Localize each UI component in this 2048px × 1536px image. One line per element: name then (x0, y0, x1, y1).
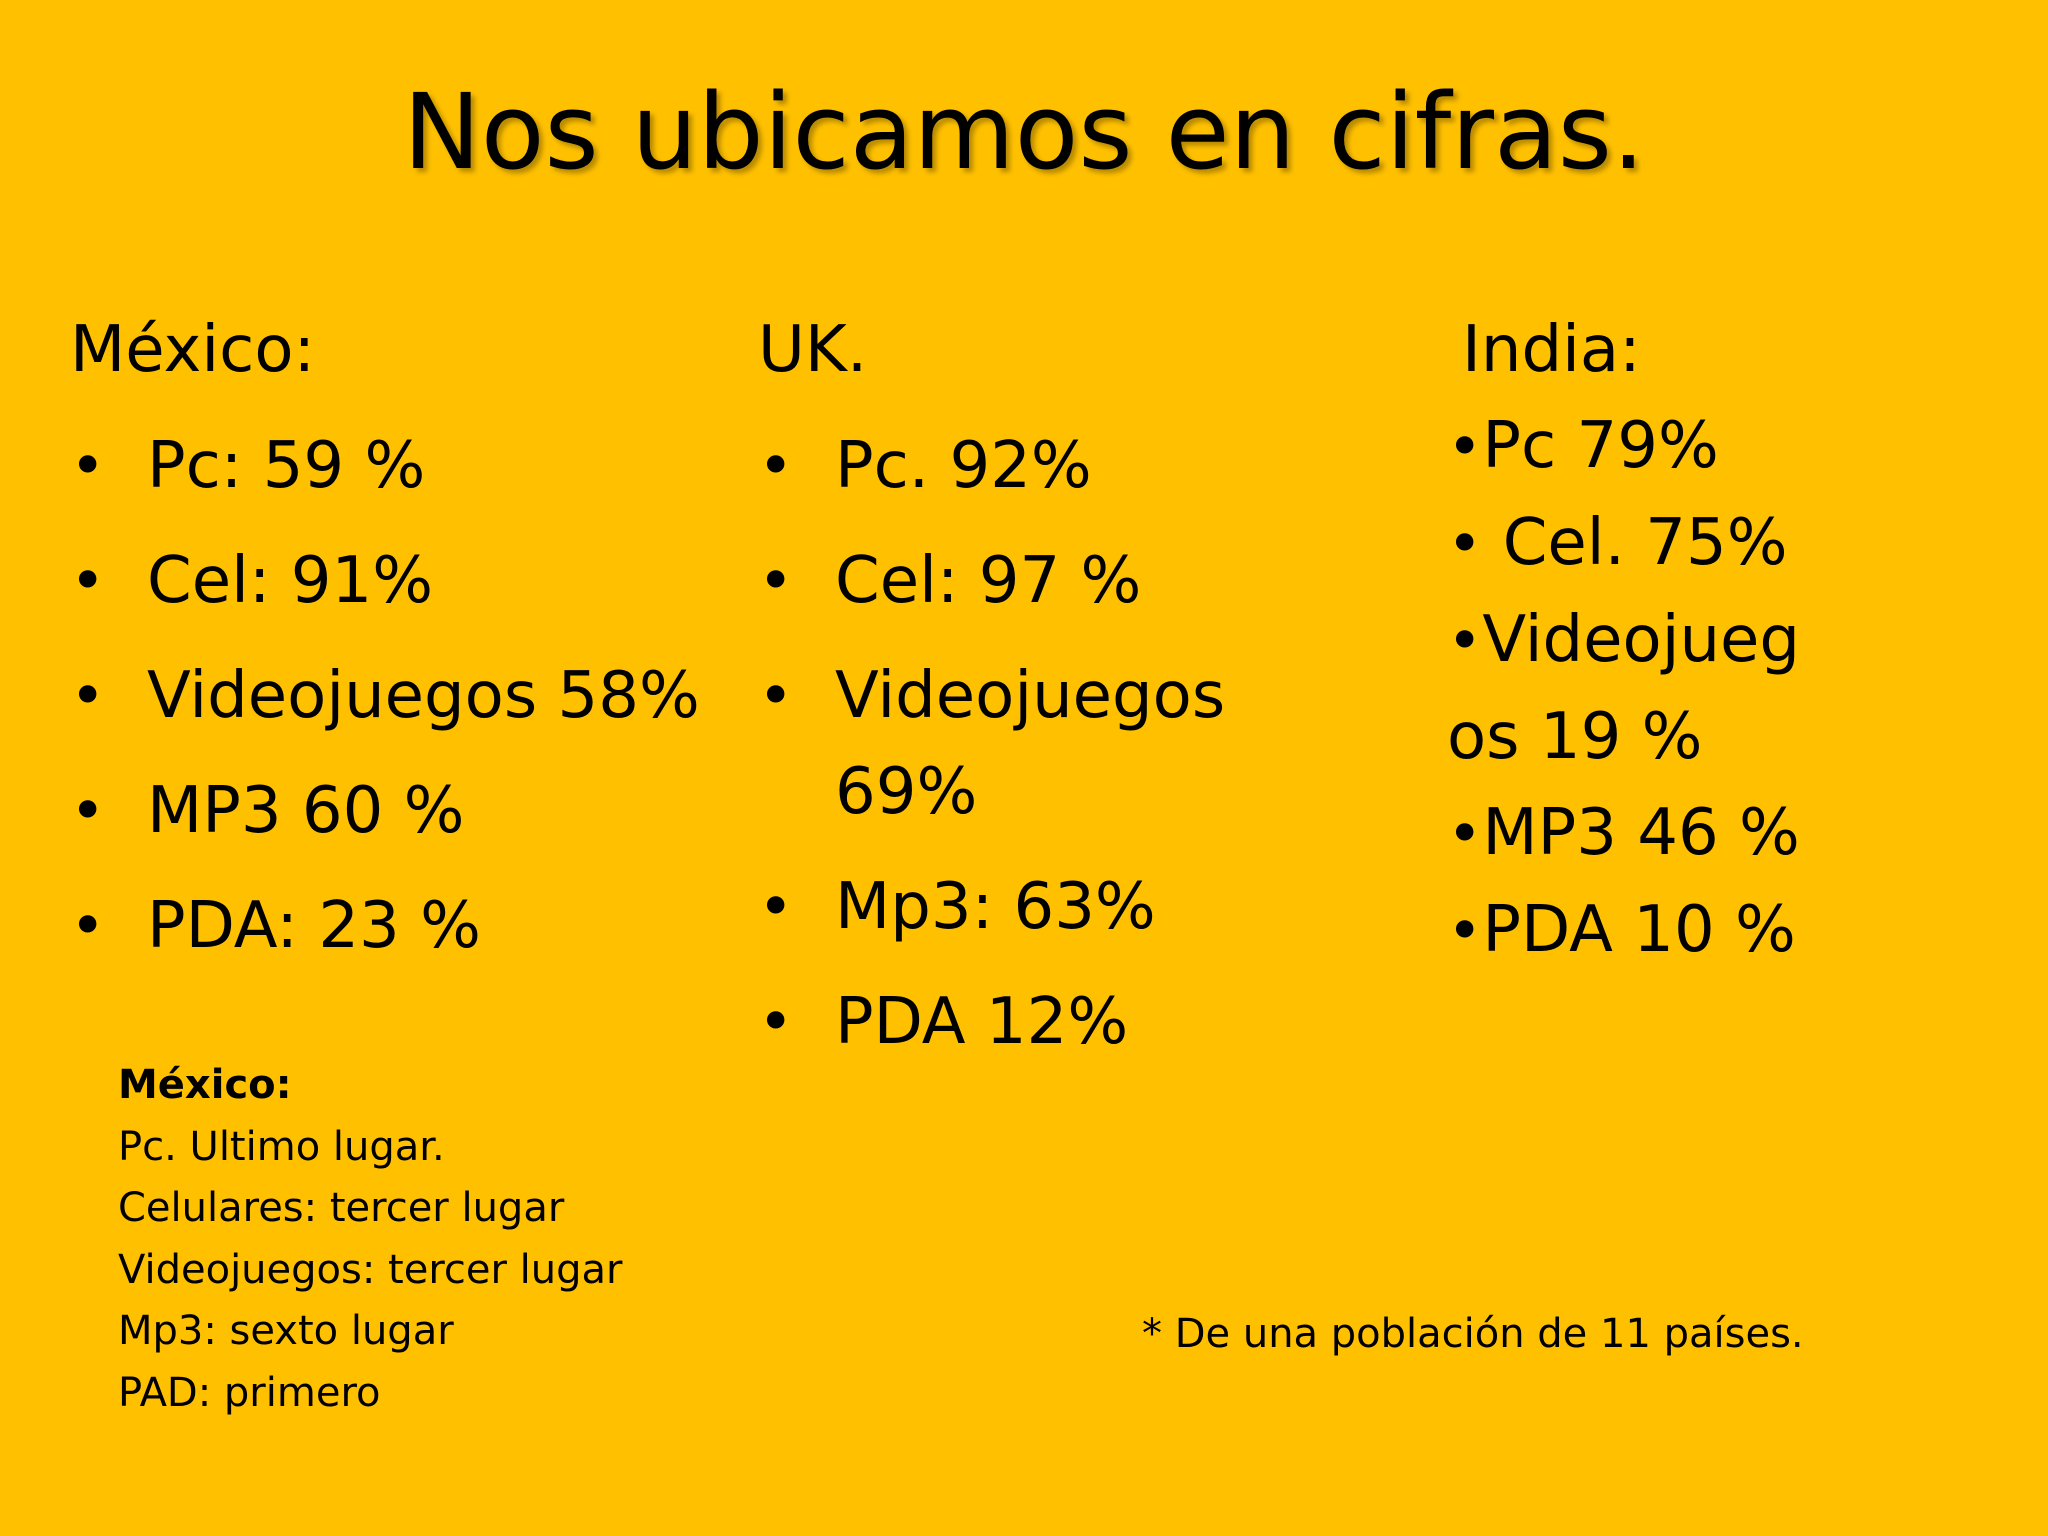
list-item: • Cel: 97 % (758, 533, 1358, 629)
list-item: • Pc: 59 % (70, 418, 720, 514)
list-item: • Videojuegos 69% (758, 648, 1255, 840)
bullet-icon: • (1447, 509, 1483, 579)
mexico-ranking-note: México: Pc. Ultimo lugar. Celulares: ter… (118, 1055, 622, 1424)
note-line: Celulares: tercer lugar (118, 1185, 565, 1231)
list-item: • Mp3: 63% (758, 859, 1358, 955)
bullet-icon: • (1447, 606, 1483, 676)
note-line: Mp3: sexto lugar (118, 1308, 454, 1354)
list-item: • MP3 60 % (70, 763, 720, 859)
bullet-icon: • (758, 661, 794, 731)
note-line: Pc. Ultimo lugar. (118, 1123, 445, 1170)
list-item-text: PDA 12% (835, 985, 1129, 1059)
list-item: •MP3 46 % (1447, 785, 1847, 882)
list-item-text: Pc 79% (1482, 409, 1719, 483)
list-item: • Videojuegos 58% (70, 648, 720, 744)
bullet-icon: • (758, 987, 794, 1057)
list-item-text: Cel: 91% (147, 544, 433, 618)
bullet-icon: • (70, 776, 106, 846)
bullet-icon: • (70, 661, 106, 731)
list-item-text: MP3 60 % (147, 774, 465, 848)
mexico-heading: México: (70, 313, 316, 387)
bullet-icon: • (70, 546, 106, 616)
list-item: • Cel: 91% (70, 533, 720, 629)
list-item: • Pc. 92% (758, 418, 1358, 514)
list-item: • PDA 12% (758, 974, 1358, 1070)
note-line: PAD: primero (118, 1369, 381, 1416)
list-item-text: Cel. 75% (1482, 506, 1788, 580)
list-item-text: Pc: 59 % (147, 429, 426, 503)
note-line: Videojuegos: tercer lugar (118, 1246, 623, 1293)
bullet-icon: • (1447, 799, 1483, 869)
mexico-stats-list: • Pc: 59 % • Cel: 91% • Videojuegos 58% • MP… (70, 418, 720, 993)
uk-heading: UK. (758, 313, 868, 387)
list-item-text: MP3 46 % (1482, 796, 1800, 870)
list-item: •PDA 10 % (1447, 882, 1847, 979)
bullet-icon: • (758, 431, 794, 501)
list-item: • Cel. 75% (1447, 495, 1847, 592)
list-item-text: PDA: 23 % (147, 889, 481, 963)
bullet-icon: • (70, 431, 106, 501)
list-item-text: Videojuegos 19 % (1447, 603, 1801, 774)
list-item-text: PDA 10 % (1482, 893, 1796, 967)
list-item-text: Videojuegos 69% (835, 659, 1226, 829)
list-item: • PDA: 23 % (70, 878, 720, 974)
list-item: •Pc 79% (1447, 398, 1847, 495)
list-item-text: Videojuegos 58% (147, 659, 700, 733)
bullet-icon: • (758, 546, 794, 616)
footnote: * De una población de 11 países. (1142, 1311, 1804, 1357)
note-title: México: (118, 1062, 292, 1108)
bullet-icon: • (758, 872, 794, 942)
list-item: •Videojuegos 19 % (1447, 592, 1827, 785)
bullet-icon: • (70, 891, 106, 961)
bullet-icon: • (1447, 412, 1483, 482)
bullet-icon: • (1447, 896, 1483, 966)
india-stats-list: •Pc 79% • Cel. 75% •Videojuegos 19 % •MP… (1447, 398, 1847, 979)
uk-stats-list: • Pc. 92% • Cel: 97 % • Videojuegos 69% • Mp… (758, 418, 1358, 1089)
list-item-text: Cel: 97 % (835, 544, 1142, 618)
india-heading: India: (1462, 313, 1641, 387)
slide-title: Nos ubicamos en cifras. (403, 71, 1645, 193)
list-item-text: Mp3: 63% (835, 870, 1156, 944)
list-item-text: Pc. 92% (835, 429, 1092, 503)
